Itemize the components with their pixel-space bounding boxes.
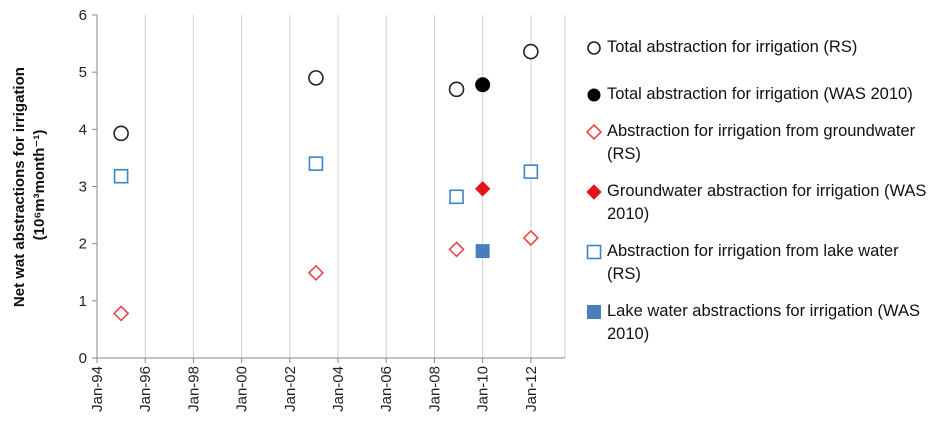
y-axis-label-line2: (10⁶m³month⁻¹) <box>31 130 48 241</box>
data-point-series-3 <box>448 241 465 258</box>
y-tick-label: 6 <box>79 7 87 24</box>
legend-item: Abstraction for irrigation from lake wat… <box>585 240 935 286</box>
x-tick-label: Jan-08 <box>426 366 443 412</box>
data-point-series-3 <box>522 229 539 247</box>
data-point-series-3 <box>307 264 325 281</box>
legend-label: Total abstraction for irrigation (WAS 20… <box>607 85 913 103</box>
legend-marker-shape <box>586 183 602 200</box>
legend-marker-shape <box>587 304 601 319</box>
legend-item: Abstraction for irrigation from groundwa… <box>585 120 935 166</box>
legend-marker-shape <box>586 244 602 259</box>
legend-label: Groundwater abstraction for irrigation (… <box>607 182 927 223</box>
x-tick-labels: Jan-94 Jan-96 Jan-98 Jan-00 Jan-02 Jan-04 Jan-… <box>89 366 540 412</box>
y-axis-label-line1: Net wat abstractions for irrigation <box>11 67 28 307</box>
legend-label: Total abstraction for irrigation (RS) <box>607 38 858 56</box>
legend-marker <box>585 180 607 203</box>
x-tick-label: Jan-98 <box>185 366 202 412</box>
legend-label: Abstraction for irrigation from lake wat… <box>607 242 899 283</box>
x-tick-label: Jan-02 <box>282 366 299 412</box>
legend-marker <box>585 120 607 143</box>
data-point-series-2 <box>475 77 491 93</box>
x-tick-label: Jan-06 <box>378 366 395 412</box>
legend-marker-shape <box>587 40 601 55</box>
y-tick-labels: 0 1 2 3 4 5 6 <box>79 7 87 367</box>
legend-label: Lake water abstractions for irrigation (… <box>607 302 921 343</box>
x-tick-label: Jan-12 <box>523 366 540 412</box>
data-point-series-5 <box>449 189 464 205</box>
data-point-series-1 <box>523 43 539 60</box>
data-point-series-5 <box>308 156 324 171</box>
axes <box>92 14 565 363</box>
data-point-series-1 <box>113 125 129 142</box>
data-point-series-5 <box>523 164 539 179</box>
legend-marker <box>585 300 607 323</box>
legend-label: Abstraction for irrigation from groundwa… <box>607 122 916 163</box>
y-tick-label: 5 <box>79 64 87 81</box>
legend: Total abstraction for irrigation (RS) Tot… <box>585 36 935 360</box>
y-tick-label: 1 <box>79 293 87 310</box>
x-tick-label: Jan-96 <box>137 366 154 412</box>
y-tick-label: 2 <box>79 236 87 253</box>
legend-item: Total abstraction for irrigation (WAS 20… <box>585 83 935 106</box>
data-point-series-5 <box>113 168 129 184</box>
data-point-series-6 <box>475 244 490 259</box>
data-point-series-1 <box>308 70 324 86</box>
data-point-series-4 <box>474 181 491 197</box>
legend-item: Lake water abstractions for irrigation (… <box>585 300 935 346</box>
y-axis-label: Net wat abstractions for irrigation (10⁶… <box>11 63 48 307</box>
gridlines <box>96 15 566 358</box>
legend-marker <box>585 36 607 59</box>
data-points <box>112 43 539 322</box>
x-tick-label: Jan-00 <box>234 366 251 412</box>
legend-marker-shape <box>585 123 603 140</box>
legend-marker <box>585 83 607 106</box>
data-point-series-3 <box>112 305 130 322</box>
legend-item: Groundwater abstraction for irrigation (… <box>585 180 935 226</box>
y-tick-label: 3 <box>79 179 87 196</box>
data-point-series-1 <box>448 81 465 98</box>
x-tick-label: Jan-94 <box>89 366 106 412</box>
x-tick-label: Jan-10 <box>475 366 492 412</box>
y-tick-label: 4 <box>79 121 87 138</box>
legend-item: Total abstraction for irrigation (RS) <box>585 36 935 59</box>
legend-marker <box>585 240 607 263</box>
legend-marker-shape <box>587 88 601 101</box>
x-tick-label: Jan-04 <box>330 366 347 412</box>
y-tick-label: 0 <box>79 350 87 367</box>
